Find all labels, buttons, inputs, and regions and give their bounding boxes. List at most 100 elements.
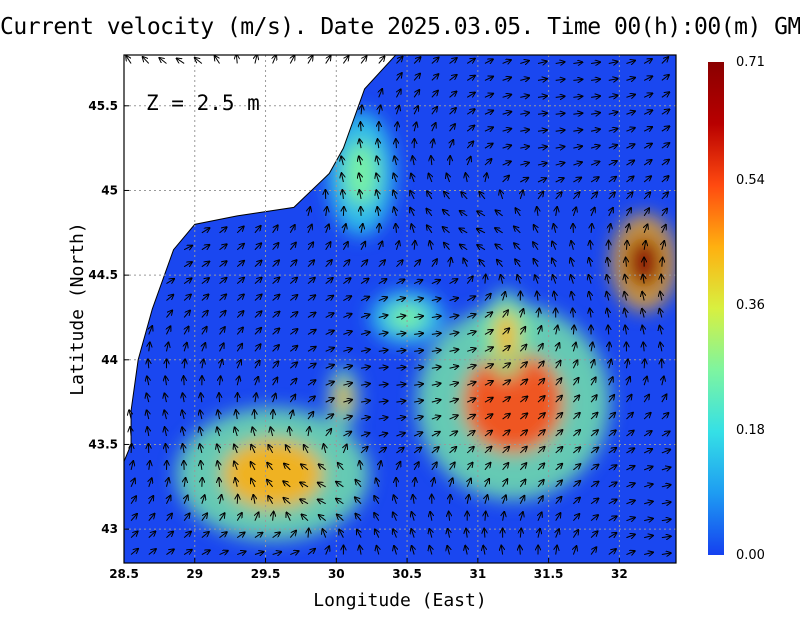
current-vector	[484, 59, 493, 63]
current-vector	[608, 549, 616, 555]
current-vector	[520, 512, 523, 521]
current-vector	[484, 431, 492, 437]
current-vector	[396, 122, 397, 132]
current-vector	[431, 156, 432, 166]
current-vector	[661, 431, 670, 436]
current-vector	[537, 361, 544, 369]
current-vector	[643, 395, 649, 403]
current-vector	[662, 376, 664, 386]
current-vector	[412, 156, 414, 166]
current-vector	[237, 360, 241, 369]
current-vector	[537, 113, 547, 114]
current-vector	[414, 298, 423, 300]
current-vector	[290, 551, 298, 554]
colorbar-bar	[708, 62, 724, 555]
current-vector	[431, 432, 440, 436]
current-vector	[131, 479, 135, 488]
current-vector	[325, 56, 331, 64]
current-vector	[149, 496, 154, 504]
current-vector	[537, 61, 547, 63]
current-vector	[253, 495, 255, 504]
current-vector	[272, 532, 280, 539]
current-vector	[485, 495, 488, 504]
current-vector	[183, 311, 190, 318]
current-vector	[355, 480, 362, 488]
y-axis: 43 43.5 44 44.5 45 45.5	[88, 99, 129, 536]
current-vector	[307, 412, 313, 420]
current-vector	[661, 536, 671, 537]
current-vector	[572, 378, 578, 386]
current-vector	[537, 96, 547, 97]
current-vector	[431, 298, 441, 300]
current-vector	[520, 163, 529, 165]
current-vector	[643, 76, 652, 80]
current-vector	[496, 210, 503, 217]
current-vector	[626, 466, 634, 470]
current-vector	[148, 359, 149, 369]
current-vector	[289, 362, 297, 369]
current-vector	[643, 144, 652, 149]
current-vector	[431, 350, 441, 351]
current-vector	[431, 259, 437, 267]
current-vector	[378, 417, 388, 419]
current-vector	[378, 315, 388, 317]
current-vector	[484, 294, 491, 301]
current-vector	[502, 95, 512, 98]
current-vector	[411, 224, 414, 233]
current-vector	[661, 192, 668, 200]
current-vector	[272, 312, 280, 318]
current-vector	[394, 495, 397, 504]
current-vector	[626, 241, 627, 250]
current-vector	[431, 280, 440, 284]
current-vector	[237, 513, 242, 521]
current-vector	[396, 139, 397, 149]
current-vector	[643, 467, 652, 470]
current-vector	[360, 349, 370, 351]
current-vector	[520, 546, 521, 555]
current-vector	[479, 192, 486, 200]
colorbar-labels: 0.71 0.54 0.36 0.18 0.00	[736, 55, 765, 563]
current-vector	[290, 225, 294, 234]
current-vector	[590, 447, 598, 454]
current-vector	[484, 127, 493, 131]
current-vector	[431, 91, 438, 98]
y-tick-label: 44.5	[88, 268, 118, 282]
current-vector	[503, 512, 505, 521]
current-vector	[219, 227, 227, 234]
current-vector	[287, 513, 291, 521]
current-vector	[413, 280, 422, 284]
current-vector	[609, 360, 611, 369]
current-vector	[520, 61, 529, 64]
current-vector	[396, 350, 405, 351]
current-vector	[219, 478, 220, 487]
current-vector	[537, 430, 545, 437]
current-vector	[514, 226, 521, 234]
current-vector	[644, 377, 647, 386]
current-vector	[503, 495, 506, 504]
current-vector	[533, 242, 539, 251]
current-vector	[661, 75, 669, 81]
current-vector	[201, 532, 209, 538]
current-vector	[396, 462, 400, 471]
current-vector	[537, 496, 543, 505]
current-vector	[166, 532, 173, 538]
current-vector	[236, 532, 244, 539]
current-vector	[519, 396, 527, 403]
current-vector	[307, 364, 316, 369]
current-vector	[149, 478, 152, 487]
current-vector	[449, 58, 457, 64]
current-vector	[514, 243, 521, 251]
current-vector	[236, 294, 244, 301]
current-vector	[537, 480, 544, 488]
current-vector	[236, 311, 243, 318]
current-vector	[643, 192, 650, 200]
current-vector	[201, 294, 209, 301]
current-vector	[444, 192, 450, 200]
current-vector	[626, 160, 634, 165]
current-vector	[643, 59, 652, 64]
current-vector	[661, 450, 670, 453]
current-vector	[429, 174, 432, 183]
current-vector	[608, 192, 615, 200]
current-vector	[573, 62, 582, 63]
current-vector	[254, 328, 261, 335]
